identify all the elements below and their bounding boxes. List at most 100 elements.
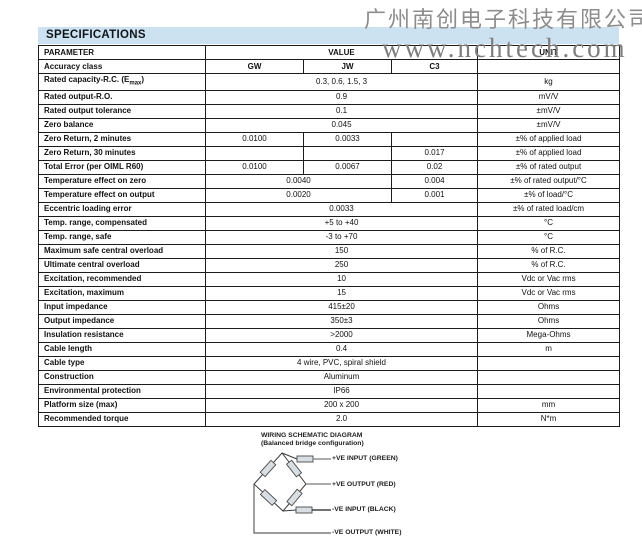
unit-cell: ±% of load/°C [477,187,621,203]
spec-table-body: Accuracy class GW JW C3 Rated capacity-R.C. … [38,59,621,427]
unit-cell [477,369,621,385]
bridge-circuit-diagram [253,452,331,534]
unit-cell: °C [477,215,621,231]
parameter-cell: Zero balance [38,117,206,133]
table-row: Zero Return, 2 minutes 0.0100 0.0033 ±% of … [38,131,621,147]
wire-label-pos-output: +VE OUTPUT (RED) [332,481,396,488]
table-row: Excitation, recommended 10 Vdc or Vac rms [38,271,621,287]
table-row: Eccentric loading error 0.0033 ±% of rated… [38,201,621,217]
value-cell: +5 to +40 [204,215,479,231]
parameter-cell: Construction [38,369,206,385]
table-row: Recommended torque 2.0 N*m [38,411,621,427]
value-cell: 0.02 [390,159,479,175]
parameter-cell: Excitation, maximum [38,285,206,301]
unit-cell: kg [477,73,621,91]
unit-cell: % of R.C. [477,257,621,273]
parameter-cell: Output impedance [38,313,206,329]
parameter-cell: Cable length [38,341,206,357]
parameter-cell: Cable type [38,355,206,371]
compensation-resistor-top [296,455,314,463]
strain-gauge-resistors [259,459,303,507]
table-row: Environmental protection IP66 [38,383,621,399]
specifications-header-band: SPECIFICATIONS [38,27,619,44]
value-cell: 200 x 200 [204,397,479,413]
parameter-cell: Insulation resistance [38,327,206,343]
table-header-row: PARAMETER VALUE UNIT [38,45,621,60]
value-cell: 0.0100 [205,159,304,175]
value-cell: 2.0 [204,411,479,427]
value-cell: 0.0067 [303,159,392,175]
unit-cell: ±% of applied load [477,131,621,147]
unit-cell: mV/V [477,89,621,105]
value-cell: 0.045 [204,117,479,133]
wire-neg-output [253,484,331,534]
unit-cell: mm [477,397,621,413]
value-cell: GW [205,59,304,74]
unit-cell: ±mV/V [477,103,621,119]
parameter-cell: Temperature effect on output [38,187,206,203]
value-cell: Aluminum [204,369,479,385]
value-cell: 0.004 [390,173,479,189]
parameter-cell: Temp. range, compensated [38,215,206,231]
parameter-cell: Rated capacity-R.C. (Emax) [38,73,206,91]
value-cell: 15 [204,285,479,301]
value-cell: >2000 [204,327,479,343]
specifications-table: PARAMETER VALUE UNIT Accuracy class GW JW C… [38,45,621,427]
table-row: Insulation resistance >2000 Mega-Ohms [38,327,621,343]
parameter-cell: Eccentric loading error [38,201,206,217]
parameter-cell: Accuracy class [38,59,206,74]
unit-cell: % of R.C. [477,243,621,259]
parameter-cell: Total Error (per OIML R60) [38,159,206,175]
table-row: Temp. range, safe -3 to +70 °C [38,229,621,245]
unit-cell: Ohms [477,299,621,315]
table-row: Accuracy class GW JW C3 [38,59,621,74]
table-row: Platform size (max) 200 x 200 mm [38,397,621,413]
wire-label-neg-output: -VE OUTPUT (WHITE) [332,529,402,536]
section-title: SPECIFICATIONS [46,29,146,41]
table-row: Zero Return, 30 minutes 0.017 ±% of applie… [38,145,621,161]
unit-cell: Mega-Ohms [477,327,621,343]
unit-cell [477,59,621,74]
compensation-resistor-bottom [295,506,313,514]
unit-cell: Vdc or Vac rms [477,285,621,301]
value-cell: 0.9 [204,89,479,105]
value-cell: 150 [204,243,479,259]
value-cell: C3 [390,59,479,74]
parameter-cell: Excitation, recommended [38,271,206,287]
parameter-cell: Ultimate central overload [38,257,206,273]
table-row: Temperature effect on output 0.0020 0.001 ±… [38,187,621,203]
table-row: Rated capacity-R.C. (Emax) 0.3, 0.6, 1.5,… [38,73,621,91]
table-row: Construction Aluminum [38,369,621,385]
watermark-website: www.nchtech.com [382,33,628,63]
unit-cell: ±mV/V [477,117,621,133]
unit-cell: Vdc or Vac rms [477,271,621,287]
value-cell: -3 to +70 [204,229,479,245]
unit-cell: Ohms [477,313,621,329]
value-cell: 0.017 [390,145,479,161]
value-cell [205,145,304,161]
table-row: Excitation, maximum 15 Vdc or Vac rms [38,285,621,301]
value-cell: 250 [204,257,479,273]
table-row: Ultimate central overload 250% of R.C. [38,257,621,273]
header-parameter: PARAMETER [38,45,206,60]
value-cell: 0.4 [204,341,479,357]
diagram-subtitle: (Balanced bridge configuration) [261,440,364,447]
value-cell: 0.0033 [303,131,392,147]
value-cell: 0.1 [204,103,479,119]
unit-cell [477,383,621,399]
parameter-cell: Platform size (max) [38,397,206,413]
value-cell: 0.3, 0.6, 1.5, 3 [204,73,479,91]
table-row: Input impedance 415±20 Ohms [38,299,621,315]
value-cell: 0.0040 [205,173,392,189]
unit-cell: ±% of rated load/cm [477,201,621,217]
value-cell: 415±20 [204,299,479,315]
unit-cell: ±% of rated output/°C [477,173,621,189]
value-cell: 0.0100 [205,131,304,147]
table-row: Rated output tolerance 0.1 ±mV/V [38,103,621,119]
table-row: Zero balance 0.045 ±mV/V [38,117,621,133]
table-row: Temperature effect on zero 0.0040 0.004 ±% … [38,173,621,189]
unit-cell: ±% of rated output [477,159,621,175]
parameter-cell: Recommended torque [38,411,206,427]
wire-label-neg-input: -VE INPUT (BLACK) [332,506,396,513]
table-row: Temp. range, compensated +5 to +40 °C [38,215,621,231]
